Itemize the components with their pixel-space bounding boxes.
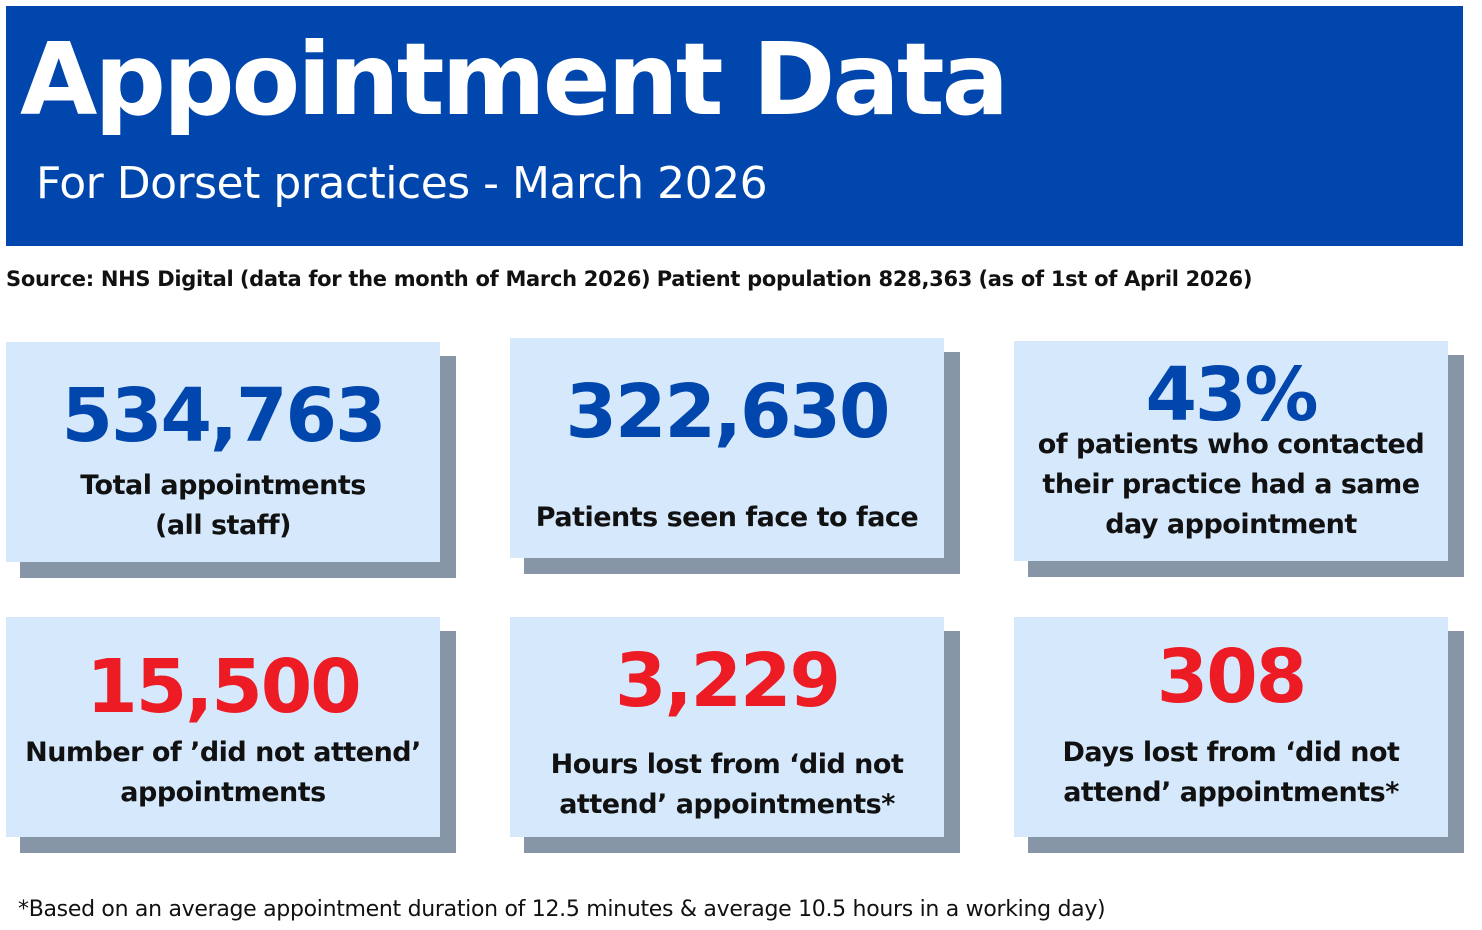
card-face: 322,630 Patients seen face to face bbox=[510, 338, 944, 558]
stat-label-line: their practice had a same bbox=[1042, 469, 1420, 500]
stat-card-days-lost: 308 Days lost from ‘did not attend’ appo… bbox=[1014, 617, 1464, 853]
stat-value: 322,630 bbox=[565, 369, 890, 455]
card-face: 15,500 Number of ’did not attend’ appoin… bbox=[6, 617, 440, 837]
footnote: *Based on an average appointment duratio… bbox=[18, 897, 1106, 922]
stat-value: 43% bbox=[1145, 352, 1318, 438]
stat-value: 15,500 bbox=[86, 644, 362, 730]
stat-card-total-appointments: 534,763 Total appointments (all staff) bbox=[6, 342, 456, 578]
stat-label-line: Hours lost from ‘did not bbox=[550, 749, 904, 780]
stat-card-same-day: 43% of patients who contacted their prac… bbox=[1014, 341, 1464, 577]
stat-label: Hours lost from ‘did not attend’ appoint… bbox=[510, 745, 944, 825]
page-title: Appointment Data bbox=[20, 21, 1009, 138]
header-banner: Appointment Data For Dorset practices - … bbox=[6, 6, 1463, 246]
stat-value: 308 bbox=[1156, 634, 1307, 720]
source-label: Source: NHS Digital bbox=[6, 267, 234, 291]
card-face: 43% of patients who contacted their prac… bbox=[1014, 341, 1448, 561]
stat-label-line: attend’ appointments* bbox=[1063, 777, 1399, 808]
stat-label-line: appointments bbox=[120, 777, 326, 808]
stat-value: 534,763 bbox=[61, 373, 386, 459]
stat-label-line: of patients who contacted bbox=[1037, 429, 1425, 460]
stat-label-line: Patients seen face to face bbox=[535, 502, 919, 533]
population-label: Patient population 828,363 bbox=[656, 267, 973, 291]
stat-label-line: attend’ appointments* bbox=[559, 789, 895, 820]
population-date: (as of 1st of April 2026) bbox=[978, 267, 1253, 291]
source-line: Source: NHS Digital (data for the month … bbox=[6, 264, 1252, 294]
stat-label: Total appointments (all staff) bbox=[6, 466, 440, 546]
stat-card-face-to-face: 322,630 Patients seen face to face bbox=[510, 338, 960, 574]
stat-card-dna-count: 15,500 Number of ’did not attend’ appoin… bbox=[6, 617, 456, 853]
card-face: 308 Days lost from ‘did not attend’ appo… bbox=[1014, 617, 1448, 837]
stat-label: Patients seen face to face bbox=[510, 498, 944, 538]
stat-label: of patients who contacted their practice… bbox=[1014, 425, 1448, 545]
stat-label: Days lost from ‘did not attend’ appointm… bbox=[1014, 733, 1448, 813]
stat-label: Number of ’did not attend’ appointments bbox=[6, 733, 440, 813]
stat-label-line: (all staff) bbox=[155, 510, 292, 541]
stat-label-line: Days lost from ‘did not bbox=[1062, 737, 1400, 768]
stat-value: 3,229 bbox=[614, 638, 841, 724]
stat-card-hours-lost: 3,229 Hours lost from ‘did not attend’ a… bbox=[510, 617, 960, 853]
stat-label-line: day appointment bbox=[1105, 509, 1357, 540]
source-period: (data for the month of March 2026) bbox=[239, 267, 651, 291]
card-face: 3,229 Hours lost from ‘did not attend’ a… bbox=[510, 617, 944, 837]
stat-label-line: Total appointments bbox=[80, 470, 366, 501]
card-face: 534,763 Total appointments (all staff) bbox=[6, 342, 440, 562]
stat-label-line: Number of ’did not attend’ bbox=[25, 737, 421, 768]
page-subtitle: For Dorset practices - March 2026 bbox=[36, 158, 768, 209]
